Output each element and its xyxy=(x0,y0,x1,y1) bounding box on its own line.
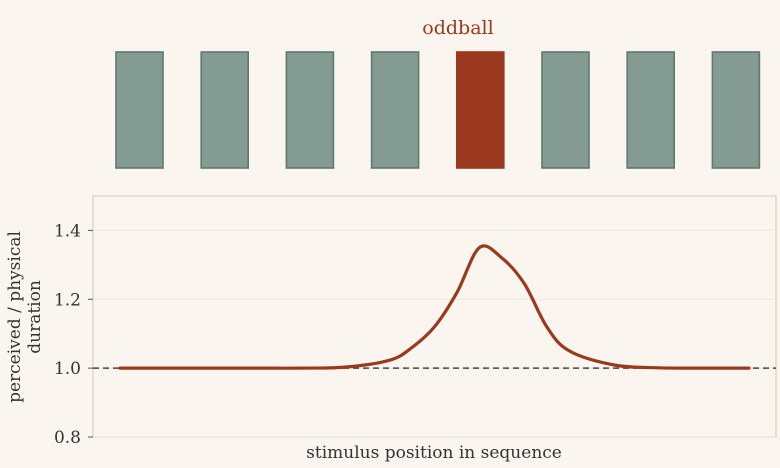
standard-stimulus-bar xyxy=(626,51,676,169)
oddball-label: oddball xyxy=(422,17,493,39)
standard-stimulus-bar xyxy=(711,51,761,169)
y-tick-label: 1.0 xyxy=(54,359,81,379)
stimulus-sequence-panel xyxy=(115,51,761,169)
y-axis-ticks: 0.8 1.0 1.2 1.4 xyxy=(54,221,93,448)
y-tick-label: 0.8 xyxy=(54,428,81,448)
oddball-stimulus-bar xyxy=(455,51,505,169)
duration-plot: 0.8 1.0 1.2 1.4 stimulus position in sequen… xyxy=(5,195,777,463)
plot-area xyxy=(92,195,777,438)
y-axis-label-line-2: duration xyxy=(25,280,45,354)
y-axis-label: perceived / physical duration xyxy=(5,231,45,403)
standard-stimulus-bar xyxy=(200,51,249,169)
x-axis-label: stimulus position in sequence xyxy=(306,443,562,463)
series-line xyxy=(118,244,751,370)
grid-lines xyxy=(93,229,776,438)
y-tick-label: 1.4 xyxy=(54,221,81,241)
y-tick-label: 1.2 xyxy=(54,290,81,310)
standard-stimulus-bar xyxy=(541,51,590,169)
y-axis-label-line-1: perceived / physical xyxy=(5,231,25,403)
standard-stimulus-bar xyxy=(115,51,164,169)
standard-stimulus-bar xyxy=(285,51,335,169)
standard-stimulus-bar xyxy=(370,51,420,169)
